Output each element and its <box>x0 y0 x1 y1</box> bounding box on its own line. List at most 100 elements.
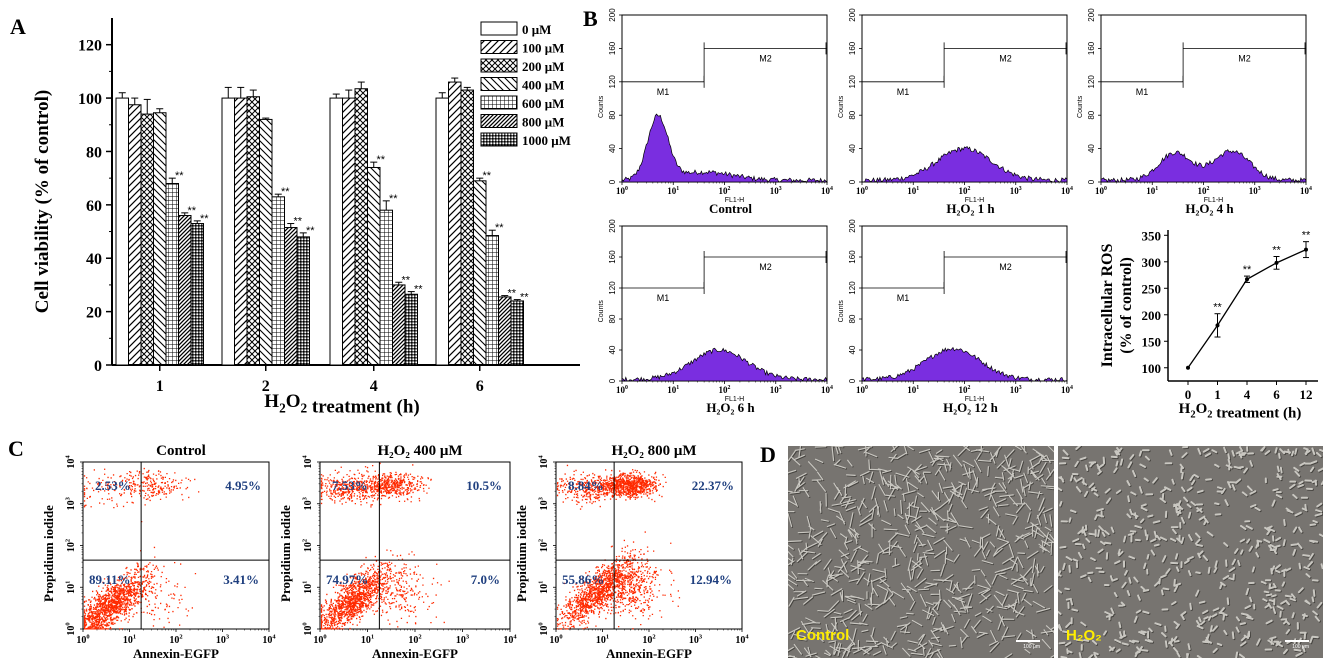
x-tick-label: 102 <box>642 634 655 647</box>
legend-label: 600 μM <box>522 96 564 111</box>
bar <box>435 97 449 366</box>
legend-swatch <box>480 40 518 54</box>
bar <box>510 300 524 366</box>
y-tick-label: 300 <box>1142 255 1162 270</box>
bar <box>498 296 512 366</box>
y-tick-label: 104 <box>302 455 315 469</box>
x-tick-label: 100 <box>616 186 628 196</box>
bar <box>190 223 204 366</box>
y-tick-label: 40 <box>848 144 857 153</box>
micrograph-control: Control 100 μm <box>788 446 1054 658</box>
x-tick-label: 104 <box>821 385 833 395</box>
y-tick-label: 80 <box>86 144 102 161</box>
x-tick-label: 104 <box>735 634 749 647</box>
scale-bar <box>1016 640 1040 642</box>
x-tick-label: 103 <box>1010 186 1022 196</box>
scatter-title: Control <box>156 443 206 459</box>
data-point <box>1274 260 1279 265</box>
y-axis-title: Counts <box>598 95 605 118</box>
gate-label: M2 <box>1238 53 1251 63</box>
scale-bar-text: 100 μm <box>1292 644 1309 650</box>
legend-label: 0 μM <box>522 22 551 37</box>
bar <box>178 215 192 366</box>
x-tick-label: 104 <box>1061 186 1073 196</box>
gate-label: M1 <box>897 87 910 97</box>
scatter-dots <box>320 550 415 630</box>
quadrant-label-lower-right: 3.41% <box>223 572 259 587</box>
y-axis-title: Propidium iodide <box>41 505 56 602</box>
x-tick-label: 12 <box>1300 387 1313 402</box>
y-tick-label: 101 <box>538 581 551 594</box>
y-axis-title: Cell viability (% of control) <box>32 90 53 313</box>
x-tick-label: 103 <box>1249 186 1261 196</box>
x-axis-title: Annexin-EGFP <box>133 646 219 658</box>
x-tick-label: 100 <box>616 385 628 395</box>
x-axis-title: Annexin-EGFP <box>606 646 692 658</box>
significance-mark: ** <box>401 274 410 286</box>
scatter-dots <box>556 464 637 510</box>
x-tick-label: 4 <box>370 378 378 395</box>
significance-mark: ** <box>175 170 184 182</box>
y-tick-label: 40 <box>86 251 102 268</box>
x-tick-label: 102 <box>1198 186 1210 196</box>
x-tick-label: 104 <box>1300 186 1312 196</box>
y-tick-label: 80 <box>608 314 617 323</box>
x-axis-title: Annexin-EGFP <box>372 646 458 658</box>
micrograph-h2o2: H₂O₂ 100 μm <box>1058 446 1323 658</box>
data-point <box>1215 323 1220 328</box>
bar <box>473 180 487 366</box>
significance-mark: ** <box>482 170 491 182</box>
quadrant-label-lower-left: 74.97% <box>326 572 368 587</box>
x-tick-label: 101 <box>907 186 919 196</box>
panel-letter-b: B <box>583 6 598 31</box>
x-tick-label: 101 <box>667 385 679 395</box>
bar <box>367 166 381 366</box>
y-tick-label: 100 <box>78 91 102 108</box>
quadrant-label-lower-left: 89.11% <box>89 572 131 587</box>
scale-bar <box>1285 640 1309 642</box>
bar <box>379 209 393 366</box>
bar <box>140 113 154 366</box>
scatter-dots <box>320 466 388 506</box>
significance-mark: ** <box>414 284 423 296</box>
x-tick-label: 100 <box>313 634 326 647</box>
legend-swatch <box>480 132 518 147</box>
bar <box>271 196 285 366</box>
scatter-title: H₂O₂ 800 μM <box>612 443 697 459</box>
x-tick-label: 4 <box>1244 387 1251 402</box>
x-axis-title: FL1-H <box>965 197 984 204</box>
quadrant-label-lower-left: 55.86% <box>562 572 604 587</box>
x-axis-title: FL1-H <box>725 396 744 403</box>
gate-label: M1 <box>657 87 670 97</box>
histogram-frame <box>1100 14 1307 183</box>
micrograph-control-label: Control <box>796 627 850 644</box>
x-tick-label: 103 <box>770 385 782 395</box>
y-tick-label: 0 <box>848 179 857 184</box>
histogram-title: H₂O₂ 4 h <box>1185 201 1234 216</box>
data-point <box>1304 247 1308 252</box>
x-tick-label: 101 <box>361 634 374 647</box>
quadrant-label-upper-left: 2.53% <box>95 478 131 493</box>
legend-label: 100 μM <box>522 41 564 56</box>
gate-label: M2 <box>999 262 1012 272</box>
x-tick-label: 101 <box>667 186 679 196</box>
bar <box>165 182 179 366</box>
y-tick-label: 40 <box>848 345 857 354</box>
x-tick-label: 103 <box>216 634 230 647</box>
significance-mark: ** <box>1243 264 1252 276</box>
y-tick-label: 40 <box>1087 144 1096 153</box>
y-tick-label: 120 <box>848 281 857 295</box>
panel-c-scatter-plots: 2.53% 4.95%89.11% 3.41%1001001011011021021… <box>41 443 749 658</box>
y-axis-title: Intracellular ROS <box>1099 244 1116 368</box>
y-tick-label: 0 <box>94 358 102 375</box>
y-tick-label: 200 <box>848 219 857 233</box>
x-tick-label: 100 <box>76 634 89 647</box>
scale-bar-text: 100 μm <box>1023 644 1040 650</box>
bar <box>404 293 418 366</box>
significance-mark: ** <box>1213 302 1222 314</box>
y-axis-title: Counts <box>1077 95 1084 118</box>
y-tick-label: 80 <box>848 314 857 323</box>
x-tick-label: 100 <box>1095 186 1107 196</box>
x-tick-label: 101 <box>1146 186 1158 196</box>
y-tick-label: 101 <box>65 581 78 594</box>
